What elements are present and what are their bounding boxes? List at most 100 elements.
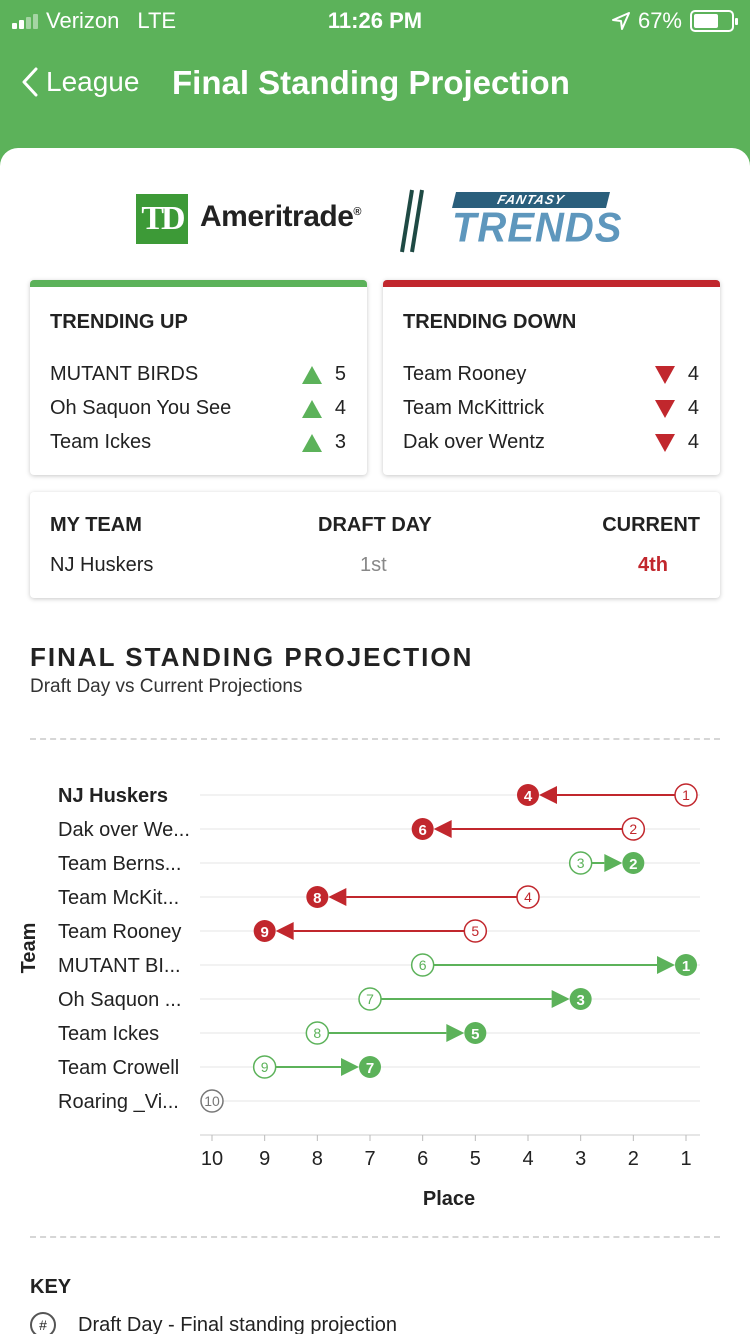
- arrow-head: [657, 956, 675, 974]
- current-marker: [253, 920, 276, 942]
- divider: [30, 1236, 720, 1238]
- triangle-down-icon: [655, 400, 675, 418]
- trending-down-title: TRENDING DOWN: [403, 311, 577, 333]
- x-tick-label: 4: [522, 1148, 533, 1170]
- draft-marker: [305, 1021, 330, 1045]
- section-title: FINAL STANDING PROJECTION: [30, 642, 474, 672]
- arrow-head: [275, 922, 294, 940]
- x-tick-label: 9: [259, 1148, 270, 1170]
- current-value-label: 6: [418, 822, 426, 839]
- brand-name: Ameritrade: [200, 200, 354, 233]
- fantasy-trends-logo: FANTASY TRENDS: [446, 192, 621, 252]
- key-title: KEY: [30, 1276, 72, 1298]
- arrow-head: [446, 1024, 465, 1042]
- row-label: Team Berns...: [58, 853, 181, 875]
- draft-value-label: 7: [366, 991, 374, 1007]
- arrow-head: [433, 820, 452, 838]
- draft-value-label: 5: [471, 923, 479, 939]
- current-value-label: 8: [313, 890, 321, 907]
- divider: [30, 738, 720, 740]
- registered-mark: ®: [353, 206, 362, 218]
- row-label: Team McKit...: [58, 887, 179, 909]
- trending-up-row: Team Ickes 3: [50, 431, 350, 459]
- row-label: MUTANT BI...: [58, 955, 181, 977]
- current-marker: [464, 1022, 487, 1044]
- arrow-head: [328, 888, 347, 906]
- projection-chart: NJ Huskers 4 1 Dak over We... 6 2 Team Berns..…: [18, 783, 700, 1210]
- page-title: Final Standing Projection: [172, 64, 570, 101]
- trending-down-row: Team Rooney 4: [403, 363, 703, 391]
- row-label: Oh Saquon ...: [58, 989, 181, 1011]
- draft-value-label: 9: [261, 1059, 269, 1075]
- current-marker: [622, 852, 645, 874]
- arrow-head: [604, 854, 623, 872]
- draft-marker: [621, 817, 646, 841]
- current-marker: [675, 954, 697, 976]
- trending-up-row: MUTANT BIRDS 5: [50, 363, 350, 391]
- row-label: Dak over We...: [58, 819, 190, 841]
- current-value: 4th: [638, 554, 668, 576]
- network-label: LTE: [137, 8, 177, 33]
- draft-value-label: 6: [419, 957, 427, 973]
- team-name: Team McKittrick: [403, 397, 545, 419]
- triangle-down-icon: [655, 366, 675, 384]
- draft-marker: [516, 885, 540, 909]
- draft-marker: [200, 1089, 224, 1113]
- my-team-card[interactable]: MY TEAM DRAFT DAY CURRENT NJ Huskers 1st…: [30, 492, 720, 598]
- x-tick-label: 3: [575, 1148, 586, 1170]
- trend-value: 4: [687, 431, 699, 453]
- current-header: CURRENT: [602, 514, 700, 536]
- draft-marker: [463, 919, 488, 943]
- arrow-head: [551, 990, 570, 1008]
- trending-up-card[interactable]: TRENDING UP MUTANT BIRDS 5 Oh Saquon You…: [30, 280, 367, 475]
- status-bar: Verizon LTE 11:26 PM 67%: [0, 0, 750, 40]
- current-marker: [306, 886, 329, 908]
- trending-down-card[interactable]: TRENDING DOWN Team Rooney 4 Team McKittr…: [383, 280, 720, 475]
- trending-up-row: Oh Saquon You See 4: [50, 397, 350, 425]
- key-row: # Draft Day - Final standing projection: [30, 1312, 397, 1334]
- team-name: Dak over Wentz: [403, 431, 545, 453]
- draft-marker: [252, 1055, 277, 1079]
- current-value-label: 5: [471, 1026, 479, 1043]
- key-text: Draft Day - Final standing projection: [78, 1313, 398, 1334]
- triangle-down-icon: [655, 434, 675, 452]
- draft-value-label: 2: [629, 821, 637, 837]
- draft-value-label: 10: [204, 1093, 220, 1109]
- x-tick-label: 7: [364, 1148, 375, 1170]
- draft-marker: [358, 987, 382, 1011]
- draft-day-value: 1st: [360, 554, 387, 576]
- my-team-name: NJ Huskers: [50, 554, 154, 576]
- section-subtitle: Draft Day vs Current Projections: [30, 676, 303, 697]
- ameritrade-logo: Ameritrade®: [200, 200, 361, 234]
- sponsor-banner[interactable]: TD Ameritrade® FANTASY TRENDS: [136, 189, 621, 253]
- x-tick-label: 5: [470, 1148, 481, 1170]
- trend-value: 3: [334, 431, 346, 453]
- battery-percent: 67%: [637, 8, 682, 33]
- draft-marker: [410, 953, 435, 977]
- current-value-label: 3: [576, 992, 584, 1009]
- back-button[interactable]: League: [22, 66, 139, 98]
- trending-up-title: TRENDING UP: [50, 311, 188, 333]
- current-marker: [411, 818, 434, 840]
- draft-day-header: DRAFT DAY: [318, 514, 432, 536]
- current-marker: [359, 1056, 381, 1078]
- nav-bar: League Final Standing Projection: [0, 40, 750, 132]
- trending-down-row: Dak over Wentz 4: [403, 431, 703, 459]
- current-value-label: 2: [629, 856, 637, 873]
- location-arrow-icon: [611, 12, 630, 30]
- team-name: Team Rooney: [403, 363, 527, 385]
- current-value-label: 1: [682, 958, 690, 975]
- clock: 11:26 PM: [327, 8, 423, 33]
- arrow-head: [539, 786, 557, 804]
- row-label: Team Crowell: [58, 1057, 179, 1079]
- chevron-left-icon: [22, 67, 38, 97]
- team-name: Team Ickes: [50, 431, 152, 453]
- x-tick-label: 10: [201, 1148, 223, 1170]
- trending-down-row: Team McKittrick 4: [403, 397, 703, 425]
- triangle-up-icon: [302, 400, 322, 418]
- triangle-up-icon: [302, 434, 322, 452]
- signal-icon: [12, 13, 38, 29]
- current-value-label: 4: [524, 788, 533, 805]
- draft-marker-icon: #: [30, 1312, 56, 1334]
- x-tick-label: 1: [680, 1148, 691, 1170]
